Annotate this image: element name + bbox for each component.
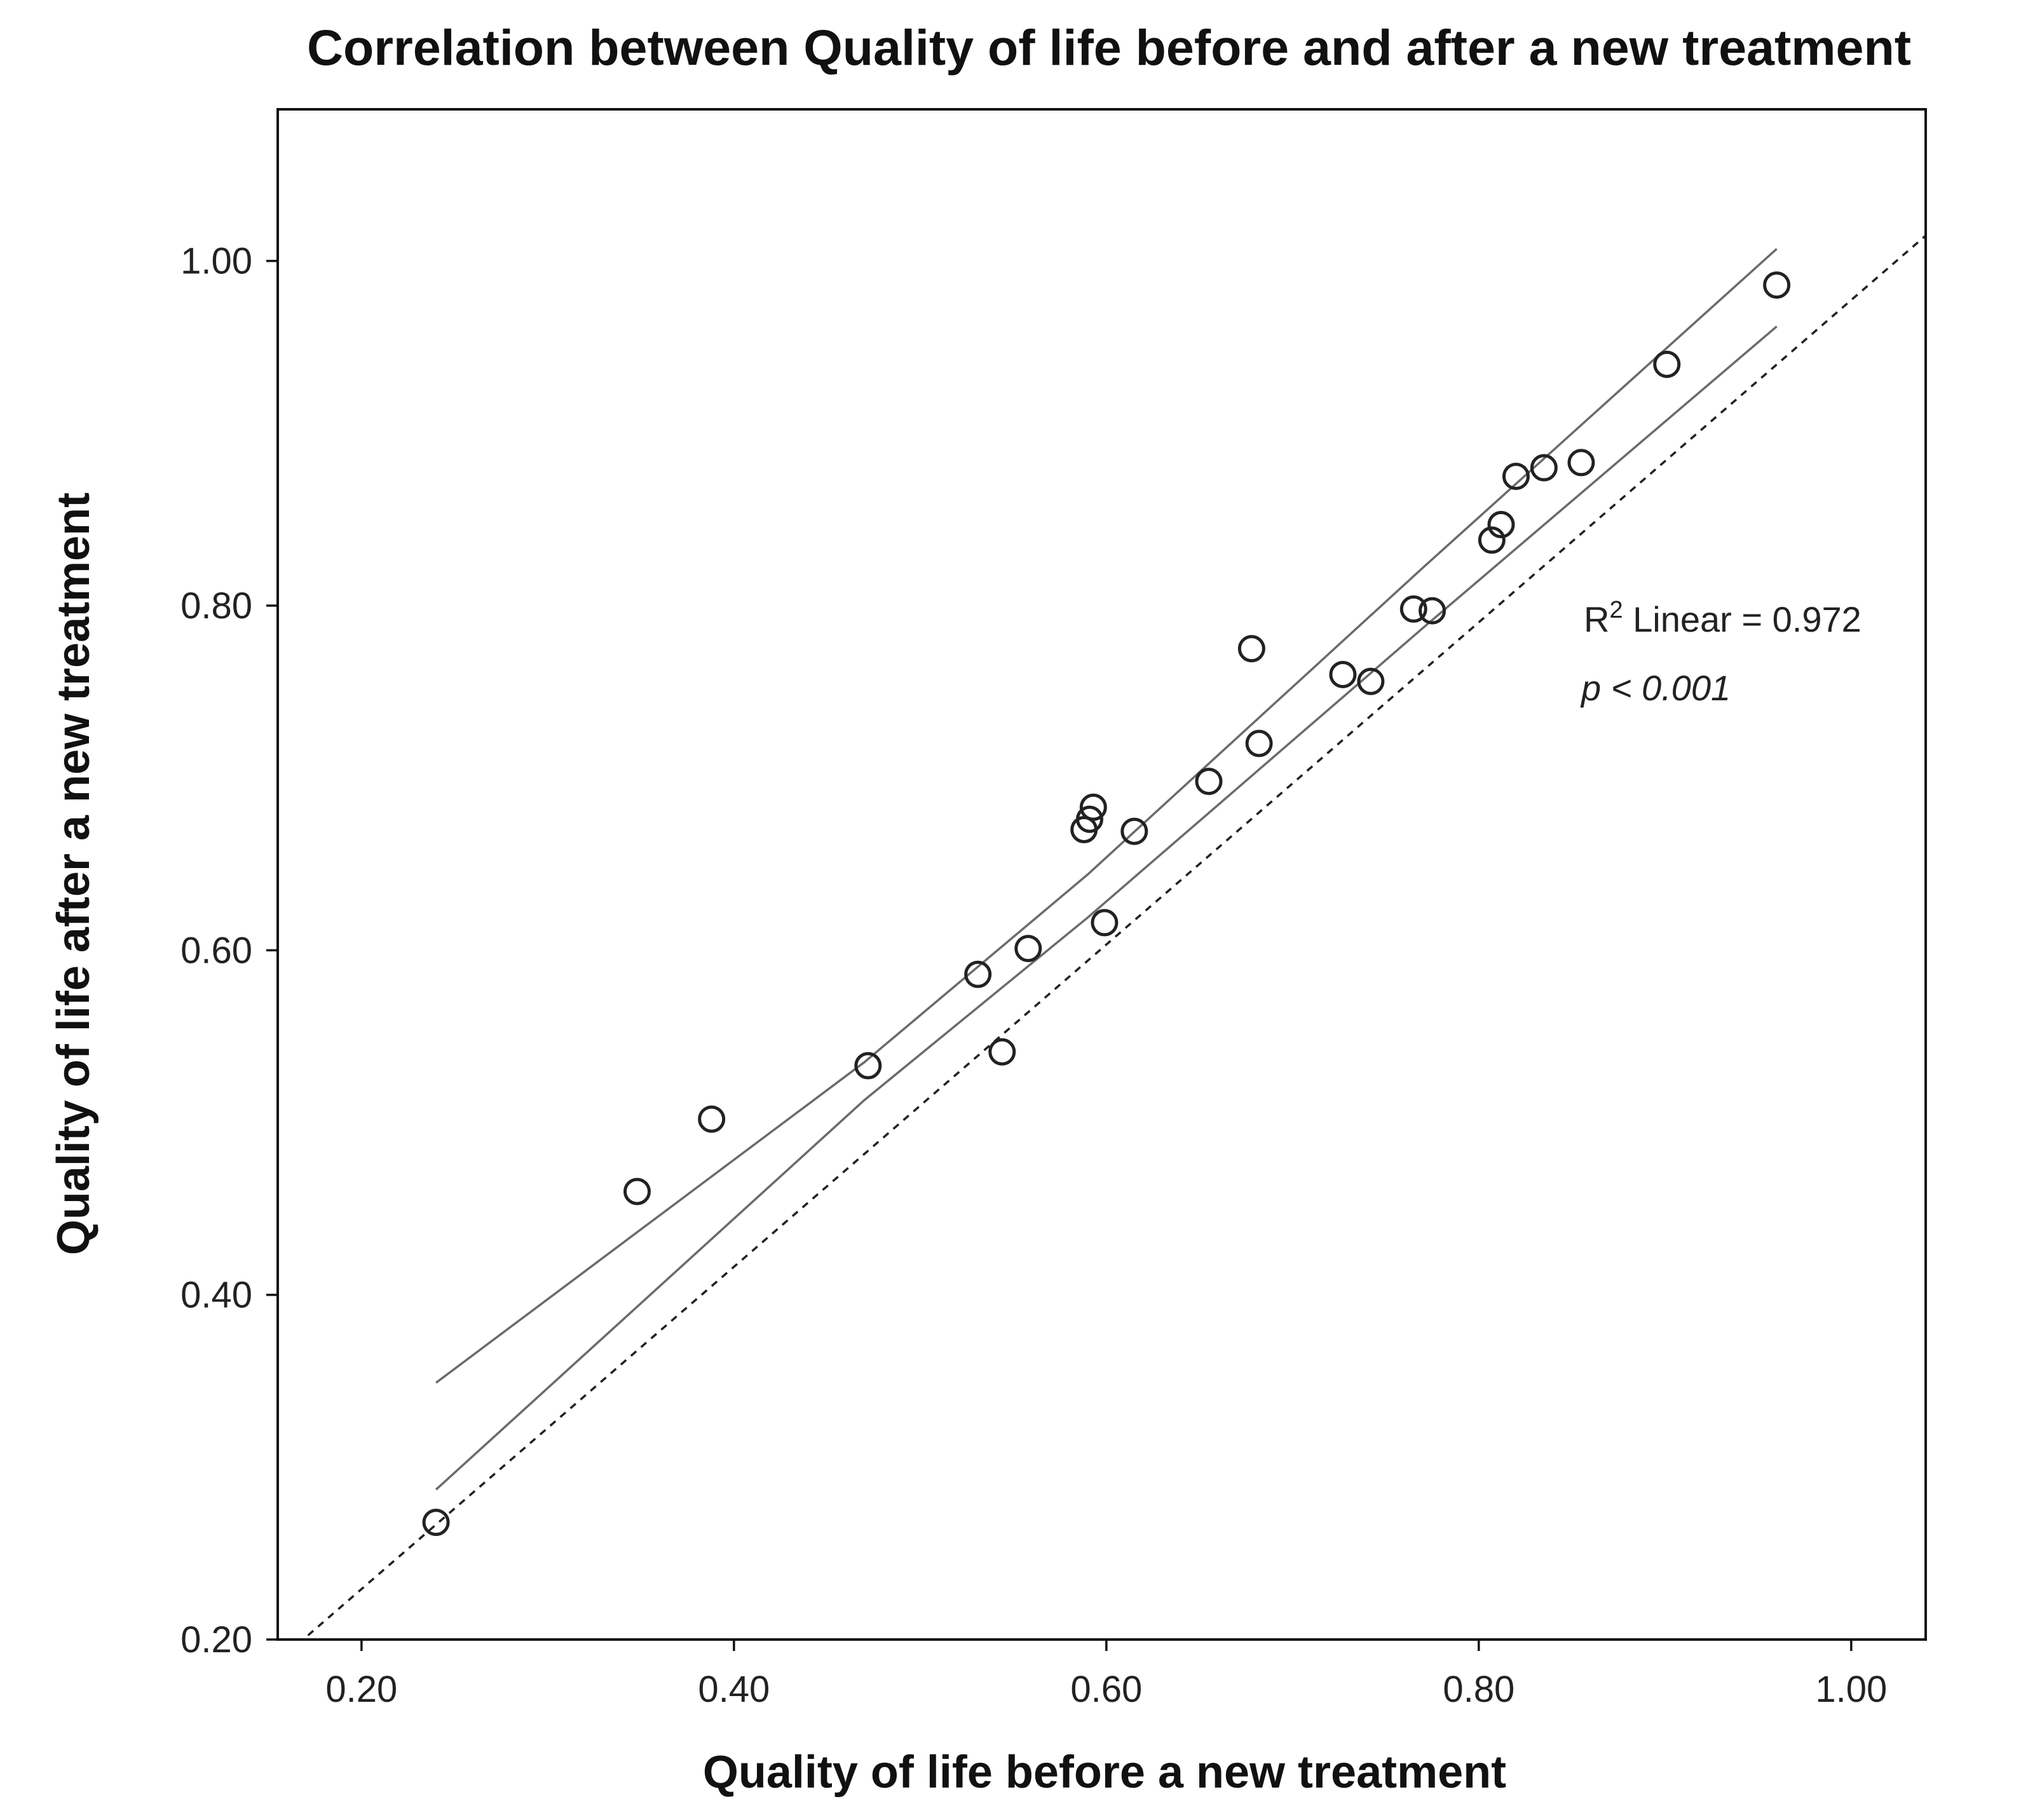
y-tick-label: 0.80	[180, 585, 252, 627]
data-point	[1478, 526, 1506, 554]
chart-title: Correlation between Quality of life befo…	[307, 19, 1911, 76]
data-point	[1419, 597, 1446, 625]
y-tick-label: 0.40	[180, 1275, 252, 1316]
data-point	[1399, 595, 1427, 623]
x-tick-label: 0.80	[1443, 1669, 1514, 1710]
data-points	[422, 271, 1791, 1537]
data-point	[1487, 511, 1515, 539]
data-point	[1091, 909, 1119, 937]
p-value-annotation: p < 0.001	[1580, 668, 1731, 708]
data-point	[1075, 805, 1103, 833]
data-point	[1237, 635, 1265, 663]
data-point	[1079, 793, 1107, 821]
plot-frame	[276, 108, 1927, 1641]
data-point	[1014, 935, 1042, 963]
data-point	[422, 1509, 450, 1537]
regression-line	[301, 234, 1926, 1640]
confidence-band	[435, 248, 1778, 1491]
y-tick-label: 0.60	[180, 930, 252, 971]
confidence-band-lower	[435, 325, 1778, 1491]
r-squared-symbol: R	[1584, 599, 1609, 639]
data-point	[1502, 463, 1530, 491]
x-tick-label: 0.40	[698, 1669, 770, 1710]
data-point	[698, 1105, 726, 1133]
data-point	[1530, 454, 1558, 482]
r-squared-annotation: R2 Linear = 0.972	[1584, 597, 1862, 639]
data-point	[988, 1038, 1016, 1066]
data-point	[1763, 271, 1791, 299]
data-point	[1329, 660, 1357, 688]
data-point	[1195, 768, 1223, 796]
y-tick-label: 0.20	[180, 1619, 252, 1660]
confidence-band-upper	[435, 248, 1778, 1384]
x-axis-title: Quality of life before a new treatment	[703, 1747, 1506, 1798]
data-point	[964, 960, 992, 988]
y-axis: 0.20 0.40 0.60 0.80 1.00	[180, 241, 278, 1660]
x-tick-label: 1.00	[1815, 1669, 1887, 1710]
data-point	[854, 1052, 882, 1080]
r-squared-superscript: 2	[1609, 597, 1623, 623]
data-point	[1245, 730, 1273, 757]
r-squared-value: Linear = 0.972	[1623, 599, 1862, 639]
x-tick-label: 0.60	[1070, 1669, 1142, 1710]
y-tick-label: 1.00	[180, 241, 252, 282]
data-point	[623, 1178, 651, 1205]
regression-line-group	[301, 234, 1926, 1640]
data-point	[1567, 449, 1595, 477]
data-point	[1653, 350, 1681, 378]
x-axis: 0.20 0.40 0.60 0.80 1.00	[325, 1640, 1887, 1710]
y-axis-title: Quality of life after a new treatment	[48, 492, 99, 1255]
x-tick-label: 0.20	[325, 1669, 397, 1710]
data-point	[1120, 817, 1148, 845]
data-point	[1357, 667, 1385, 695]
plot-area	[301, 234, 1926, 1640]
